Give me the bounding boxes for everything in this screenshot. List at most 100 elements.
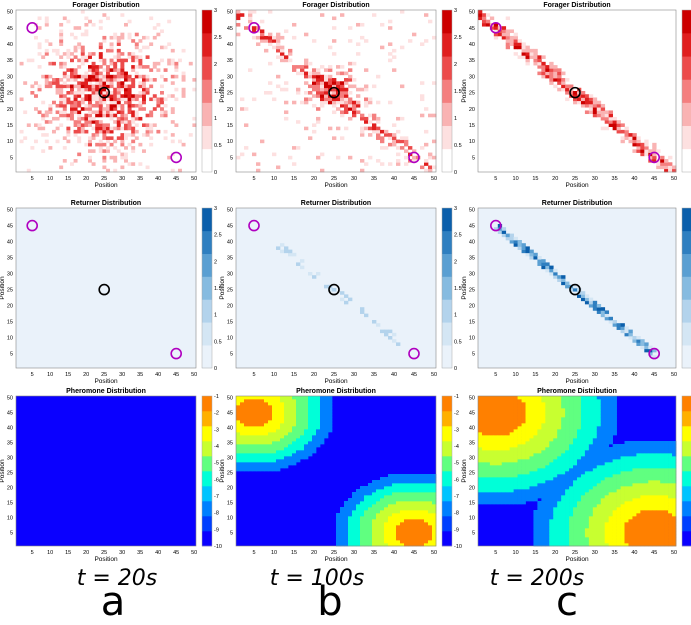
heat-cell	[304, 417, 308, 420]
heat-cell	[332, 288, 336, 292]
heat-cell	[149, 127, 153, 131]
heat-cell	[272, 444, 276, 447]
heat-cell	[280, 243, 284, 247]
heat-cell	[124, 117, 128, 121]
heat-cell	[605, 504, 609, 507]
heat-cell	[506, 46, 510, 50]
heat-cell	[164, 136, 168, 140]
heat-cell	[577, 513, 581, 516]
heat-cell	[95, 72, 99, 76]
heat-cell	[260, 468, 264, 471]
heat-cell	[585, 534, 589, 537]
heat-cell	[490, 411, 494, 414]
heat-cell	[416, 498, 420, 501]
heat-cell	[428, 531, 432, 534]
heat-cell	[420, 94, 424, 98]
heat-cell	[518, 459, 522, 462]
heat-cell	[248, 405, 252, 408]
heat-cell	[320, 153, 324, 157]
heat-cell	[486, 405, 490, 408]
heat-cell	[81, 123, 85, 127]
heat-cell	[264, 405, 268, 408]
heat-cell	[236, 16, 240, 20]
heat-cell	[613, 447, 617, 450]
heat-cell	[380, 504, 384, 507]
heat-cell	[636, 447, 640, 450]
heat-cell	[522, 471, 526, 474]
heat-cell	[514, 417, 518, 420]
heat-cell	[597, 101, 601, 105]
heat-cell	[518, 501, 522, 504]
heat-cell	[506, 420, 510, 423]
heat-cell	[332, 136, 336, 140]
heat-cell	[264, 411, 268, 414]
heat-cell	[652, 537, 656, 540]
x-tick-label: 30	[351, 372, 357, 378]
heat-cell	[102, 110, 106, 114]
heat-cell	[541, 465, 545, 468]
colorbar-tick-label: 2.5	[214, 233, 222, 239]
heat-cell	[533, 399, 537, 402]
heat-cell	[601, 537, 605, 540]
heat-cell	[541, 456, 545, 459]
heat-cell	[498, 462, 502, 465]
heat-cell	[553, 429, 557, 432]
colorbar-segment	[442, 33, 452, 56]
heat-cell	[593, 504, 597, 507]
heat-cell	[99, 123, 103, 127]
heat-cell	[400, 486, 404, 489]
heat-cell	[388, 495, 392, 498]
heat-cell	[276, 42, 280, 46]
heat-cell	[553, 462, 557, 465]
heat-cell	[577, 471, 581, 474]
heat-cell	[412, 510, 416, 513]
heat-cell	[131, 140, 135, 144]
heat-cell	[482, 453, 486, 456]
heat-cell	[613, 456, 617, 459]
heat-cell	[593, 501, 597, 504]
heat-cell	[276, 166, 280, 170]
heat-cell	[88, 117, 92, 121]
heat-cell	[396, 477, 400, 480]
heat-cell	[617, 534, 621, 537]
heat-cell	[408, 522, 412, 525]
heat-cell	[102, 36, 106, 40]
heat-cell	[573, 540, 577, 543]
heat-cell	[577, 495, 581, 498]
heat-cell	[549, 429, 553, 432]
heat-cell	[625, 498, 629, 501]
heat-cell	[632, 486, 636, 489]
heat-cell	[490, 492, 494, 495]
heat-cell	[124, 23, 128, 27]
heat-cell	[236, 465, 240, 468]
heat-cell	[537, 55, 541, 59]
heat-cell	[344, 294, 348, 298]
heat-cell	[577, 522, 581, 525]
heat-cell	[605, 462, 609, 465]
heat-cell	[312, 414, 316, 417]
heat-cell	[360, 531, 364, 534]
heat-cell	[284, 59, 288, 63]
heat-cell	[77, 88, 81, 92]
heat-cell	[368, 540, 372, 543]
panel-title: Forager Distribution	[72, 2, 139, 9]
heat-cell	[589, 399, 593, 402]
heat-cell	[514, 243, 518, 247]
heat-cell	[316, 402, 320, 405]
heat-cell	[59, 114, 63, 118]
heat-cell	[276, 402, 280, 405]
heat-cell	[416, 537, 420, 540]
heat-cell	[296, 72, 300, 76]
heat-cell	[276, 49, 280, 53]
heat-cell	[585, 516, 589, 519]
heat-cell	[372, 498, 376, 501]
heat-cell	[74, 46, 78, 50]
heat-cell	[605, 314, 609, 318]
heat-cell	[522, 495, 526, 498]
heat-cell	[420, 513, 424, 516]
heat-cell	[74, 94, 78, 98]
heat-cell	[506, 33, 510, 37]
heat-cell	[585, 483, 589, 486]
heat-cell	[324, 414, 328, 417]
heat-cell	[300, 426, 304, 429]
